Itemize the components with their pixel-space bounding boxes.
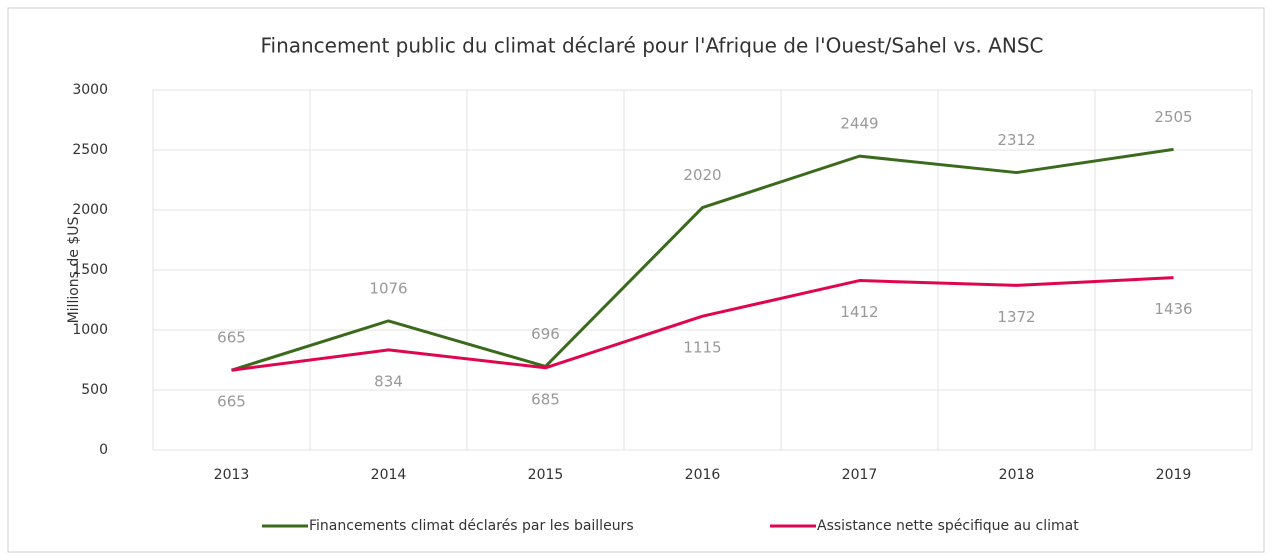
data-label: 1412 — [840, 303, 878, 321]
legend-label: Assistance nette spécifique au climat — [817, 518, 1079, 534]
data-label: 2505 — [1154, 108, 1192, 126]
x-tick-label: 2018 — [999, 467, 1035, 483]
data-label: 696 — [531, 325, 560, 343]
y-tick-label: 2000 — [72, 202, 108, 218]
data-label: 2449 — [840, 115, 878, 133]
y-tick-label: 0 — [99, 442, 108, 458]
y-tick-label: 2500 — [72, 142, 108, 158]
y-tick-label: 3000 — [72, 82, 108, 98]
x-tick-label: 2016 — [685, 467, 721, 483]
series-line — [231, 276, 1174, 372]
data-label: 685 — [531, 390, 560, 408]
data-label: 834 — [374, 372, 403, 390]
legend-label: Financements climat déclarés par les bai… — [309, 518, 634, 534]
data-label: 665 — [217, 393, 246, 411]
data-label: 665 — [217, 329, 246, 347]
y-tick-label: 1500 — [72, 262, 108, 278]
y-tick-label: 500 — [81, 382, 108, 398]
chart-border — [7, 7, 1265, 553]
data-label: 1115 — [683, 339, 721, 357]
y-tick-label: 1000 — [72, 322, 108, 338]
x-tick-label: 2015 — [528, 467, 564, 483]
x-tick-label: 2014 — [371, 467, 407, 483]
data-label: 1076 — [369, 279, 407, 297]
x-tick-label: 2013 — [214, 467, 250, 483]
data-label: 2312 — [997, 131, 1035, 149]
x-tick-label: 2017 — [842, 467, 878, 483]
y-axis-label: Millions de $US — [66, 216, 82, 323]
data-label: 1436 — [1154, 300, 1192, 318]
data-label: 1372 — [997, 308, 1035, 326]
data-label: 2020 — [683, 166, 721, 184]
x-tick-label: 2019 — [1156, 467, 1192, 483]
series-line — [231, 147, 1174, 372]
chart-title: Financement public du climat déclaré pou… — [260, 34, 1043, 58]
